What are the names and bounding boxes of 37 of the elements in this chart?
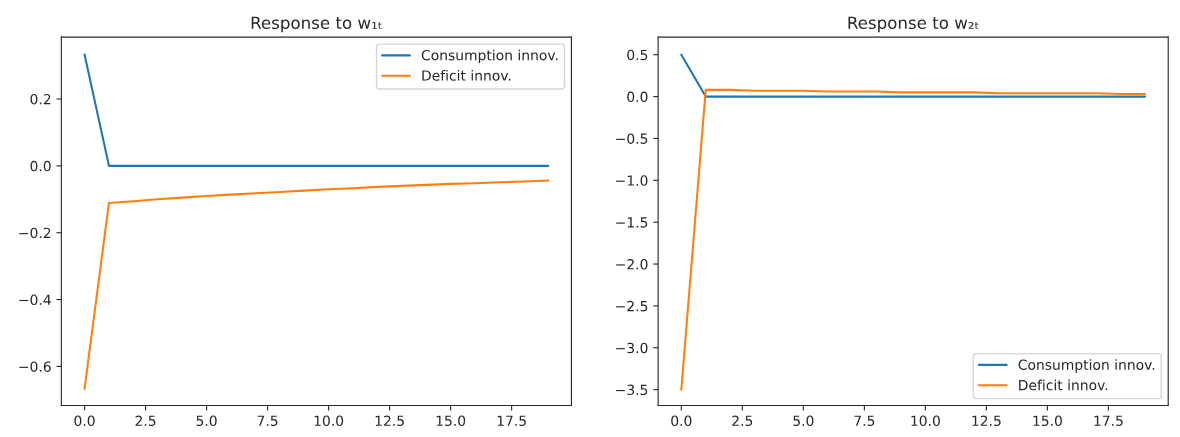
legend-label: Consumption innov. [421, 49, 558, 64]
y-tick-label: −0.4 [19, 294, 51, 306]
y-tick-label: −0.5 [616, 133, 648, 144]
y-tick-label: 0.0 [30, 160, 51, 172]
x-tick-label: 10.0 [911, 415, 940, 427]
legend-label: Deficit innov. [422, 70, 511, 81]
x-tick-label: 10.0 [314, 415, 344, 427]
y-tick-label: −3.5 [616, 384, 648, 396]
x-tick-label: 2.5 [135, 415, 156, 427]
y-tick-label: −0.2 [19, 227, 51, 239]
x-tick-label: 7.5 [257, 415, 278, 427]
chart-title: Response to w₁ₜ [251, 16, 382, 33]
x-tick-label: 12.5 [972, 415, 1001, 427]
x-tick-label: 5.0 [196, 415, 217, 427]
y-tick-label: −3.0 [616, 342, 648, 354]
y-tick-label: 0.5 [627, 49, 648, 61]
x-tick-label: 15.0 [436, 415, 466, 427]
y-tick-label: −0.6 [19, 361, 51, 372]
x-tick-label: 2.5 [732, 415, 753, 427]
x-tick-label: 12.5 [375, 415, 404, 427]
y-tick-label: −2.0 [616, 259, 648, 270]
x-tick-label: 17.5 [1094, 415, 1123, 427]
y-tick-label: 0.2 [30, 93, 51, 105]
y-tick-label: −1.0 [616, 175, 648, 186]
line-series [83, 179, 550, 390]
y-tick-label: 0.0 [627, 91, 648, 103]
x-tick-label: 0.0 [74, 415, 95, 427]
y-tick-label: −2.5 [616, 300, 648, 312]
legend-label: Deficit innov. [1019, 379, 1108, 391]
x-tick-label: 7.5 [854, 415, 875, 427]
x-tick-label: 0.0 [671, 415, 692, 427]
chart-title: Response to w₂ₜ [848, 16, 979, 33]
x-tick-label: 15.0 [1033, 415, 1062, 427]
x-tick-label: 17.5 [497, 415, 526, 427]
legend-label: Consumption innov. [1018, 359, 1155, 373]
x-tick-label: 5.0 [793, 415, 814, 427]
y-tick-label: −1.5 [616, 217, 648, 228]
